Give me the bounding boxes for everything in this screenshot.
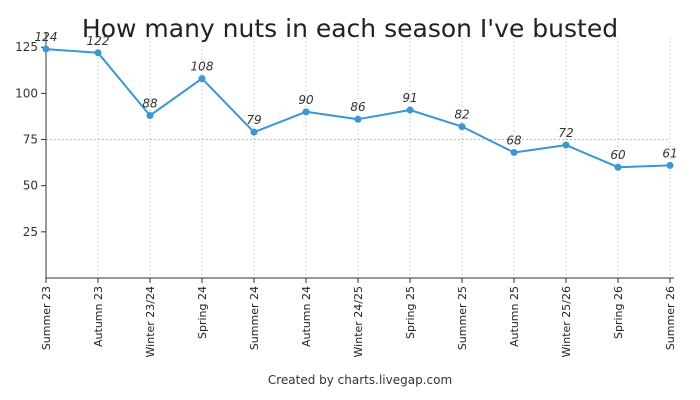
data-point	[666, 161, 674, 169]
x-tick-label: Summer 25	[456, 286, 469, 350]
data-point	[42, 45, 50, 53]
chart-title: How many nuts in each season I've busted	[82, 14, 618, 43]
x-tick-label: Autumn 24	[300, 286, 313, 347]
grid-lines	[97, 38, 671, 278]
x-tick-label: Summer 26	[664, 286, 677, 350]
x-tick-label: Spring 25	[404, 286, 417, 339]
x-tick-label: Spring 26	[612, 286, 625, 339]
chart-credit: Created by charts.livegap.com	[268, 373, 452, 387]
data-point	[94, 49, 102, 57]
y-tick-label: 100	[15, 86, 38, 100]
data-point	[198, 75, 206, 83]
y-tick-label: 125	[15, 40, 38, 54]
data-point	[354, 115, 362, 123]
data-label: 124	[35, 30, 58, 44]
y-axis-ticks: 25 50 75 100 125	[15, 40, 46, 239]
data-label: 108	[191, 60, 214, 74]
data-point	[614, 163, 622, 171]
data-label: 82	[454, 108, 469, 122]
data-label: 91	[402, 91, 417, 105]
data-point	[562, 141, 570, 149]
x-tick-label: Summer 24	[248, 286, 261, 350]
data-label: 122	[87, 34, 110, 48]
data-label: 88	[142, 97, 158, 111]
data-label: 86	[350, 100, 366, 114]
x-axis-ticks: Summer 23 Autumn 23 Winter 23/24 Spring 24 S…	[40, 278, 677, 357]
data-point	[510, 148, 518, 156]
x-tick-label: Spring 24	[196, 286, 209, 339]
data-labels: 124 122 88 108 79 90 86 91 82 68 72 60 61	[35, 30, 678, 162]
axes	[45, 32, 674, 279]
y-tick-label: 25	[23, 225, 38, 239]
data-label: 61	[662, 146, 677, 160]
x-tick-label: Winter 25/26	[560, 286, 573, 357]
data-point	[406, 106, 414, 114]
data-label: 79	[246, 113, 261, 127]
x-tick-label: Autumn 23	[92, 286, 105, 347]
x-tick-label: Autumn 25	[508, 286, 521, 347]
data-point	[458, 123, 466, 131]
x-tick-label: Summer 23	[40, 286, 53, 350]
data-label: 90	[298, 93, 314, 107]
data-point	[146, 112, 154, 120]
x-tick-label: Winter 24/25	[352, 286, 365, 357]
data-point	[250, 128, 258, 136]
y-tick-label: 75	[23, 133, 38, 147]
data-label: 72	[558, 126, 573, 140]
data-point	[302, 108, 310, 116]
data-label: 68	[506, 133, 522, 147]
x-tick-label: Winter 23/24	[144, 286, 157, 357]
y-tick-label: 50	[23, 179, 38, 193]
data-points	[42, 45, 674, 171]
data-label: 60	[610, 148, 626, 162]
